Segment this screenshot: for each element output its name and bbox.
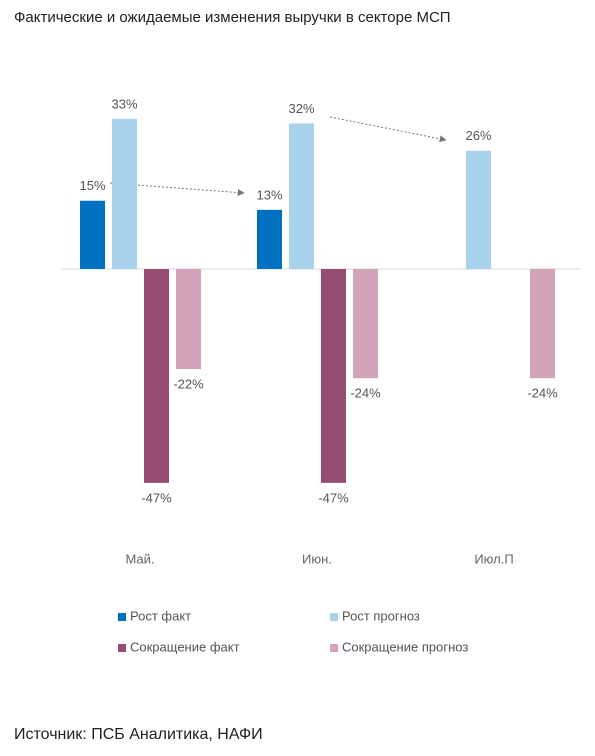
legend-swatch xyxy=(118,644,126,652)
legend-label: Сокращение прогноз xyxy=(342,639,468,654)
legend-swatch xyxy=(118,613,126,621)
bar xyxy=(353,269,378,379)
bar xyxy=(112,118,137,269)
legend-swatch xyxy=(330,644,338,652)
value-label: -47% xyxy=(318,490,349,505)
chart-title: Фактические и ожидаемые изменения выручк… xyxy=(14,9,451,26)
bar xyxy=(176,269,201,370)
value-label: 32% xyxy=(288,101,314,116)
legend-label: Сокращение факт xyxy=(130,639,240,654)
bar xyxy=(289,123,314,270)
value-label: -24% xyxy=(350,386,381,401)
bar xyxy=(80,200,105,269)
x-tick-label: Июн. xyxy=(302,551,332,566)
bar xyxy=(321,269,346,483)
value-label: 33% xyxy=(111,96,137,111)
legend-label: Рост прогноз xyxy=(342,608,420,623)
bar xyxy=(144,269,169,483)
bar xyxy=(257,209,282,269)
trend-arrow xyxy=(329,116,447,143)
bar xyxy=(530,269,555,379)
x-tick-label: Июл.П xyxy=(474,551,513,566)
value-label: -24% xyxy=(527,386,558,401)
source: Источник: ПСБ Аналитика, НАФИ xyxy=(14,726,263,743)
x-tick-label: Май. xyxy=(125,551,154,566)
value-label: 26% xyxy=(465,128,491,143)
value-label: 13% xyxy=(256,187,282,202)
bar xyxy=(466,150,491,269)
value-label: -22% xyxy=(173,377,204,392)
legend-swatch xyxy=(330,613,338,621)
legend-label: Рост факт xyxy=(130,608,191,623)
value-label: -47% xyxy=(141,490,172,505)
value-label: 15% xyxy=(79,178,105,193)
